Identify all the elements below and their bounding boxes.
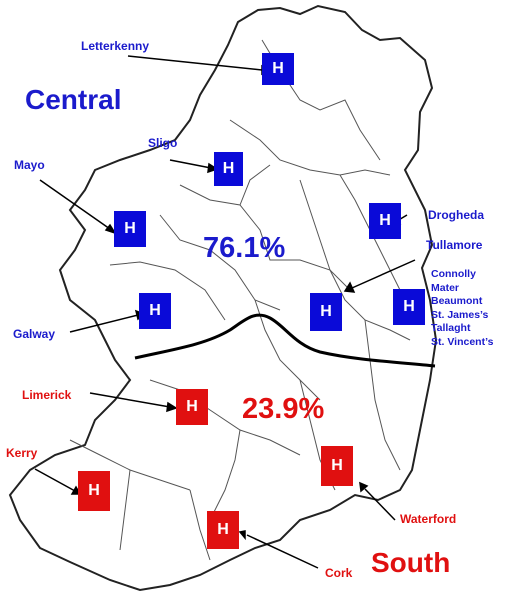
hospital-marker-sligo: H (214, 152, 243, 186)
hospital-marker-drogheda: H (369, 203, 401, 239)
region-divider (134, 313, 436, 368)
label-beaumont: Beaumont (431, 295, 483, 307)
south-percentage: 23.9% (242, 393, 325, 425)
region-title-south: South (371, 547, 451, 578)
label-st-vincents: St. Vincent’s (431, 335, 494, 348)
label-tullamore: Tullamore (426, 238, 483, 252)
label-kerry: Kerry (6, 446, 38, 460)
label-connolly: Connolly (431, 268, 476, 280)
label-mater: Mater (431, 281, 460, 294)
label-letterkenny: Letterkenny (81, 39, 150, 53)
central-percentage: 76.1% (203, 232, 286, 264)
label-tallaght: Tallaght (431, 322, 471, 334)
label-st-jamess: St. James’s (431, 308, 489, 321)
label-galway: Galway (13, 327, 56, 341)
region-title-central: Central (25, 84, 122, 115)
label-mayo: Mayo (14, 158, 45, 172)
hospital-marker-mayo: H (114, 211, 146, 247)
label-cork: Cork (325, 566, 353, 580)
hospital-marker-kerry: H (78, 471, 110, 511)
label-sligo: Sligo (148, 136, 178, 150)
label-waterford: Waterford (400, 512, 457, 526)
county-boundaries (69, 39, 411, 561)
label-limerick: Limerick (22, 388, 72, 402)
hospital-marker-dublin: H (393, 289, 425, 325)
ireland-outline (8, 4, 438, 592)
hospital-marker-cork: H (207, 511, 239, 549)
hospital-marker-galway: H (139, 293, 171, 329)
label-drogheda: Drogheda (428, 208, 485, 222)
hospital-marker-tullamore: H (310, 293, 342, 331)
hospital-marker-limerick: H (176, 389, 208, 425)
hospital-marker-waterford: H (321, 446, 353, 486)
dublin-hospitals-list: Connolly Mater Beaumont St. James’s Tall… (431, 268, 493, 349)
hospital-marker-letterkenny: H (262, 53, 294, 85)
